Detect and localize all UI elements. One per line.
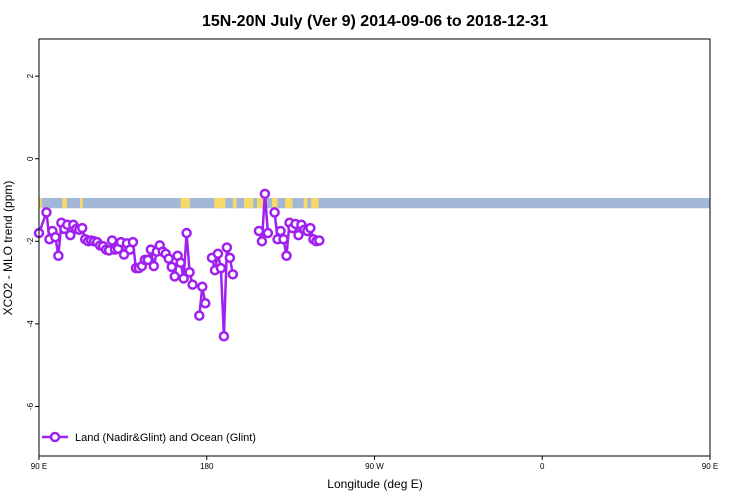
data-point (194, 310, 205, 321)
data-point (215, 262, 227, 274)
data-point (305, 222, 316, 234)
data-point (76, 222, 88, 234)
data-point (127, 236, 139, 248)
data-point (281, 250, 292, 262)
land-segment (311, 197, 319, 209)
data-point (278, 233, 289, 245)
series-layer (33, 188, 325, 342)
x-tick-label: 0 (540, 462, 545, 471)
data-point (197, 281, 208, 292)
land-segment (62, 197, 67, 209)
ocean-band (39, 197, 710, 209)
data-point (227, 269, 239, 280)
land-segment (244, 197, 254, 209)
y-tick-label: 2 (26, 73, 35, 78)
data-point (221, 242, 233, 253)
land-segment (80, 197, 83, 209)
data-point (224, 252, 236, 264)
x-tick-label: 90 E (702, 462, 718, 471)
data-point (166, 261, 177, 273)
data-point (184, 267, 195, 278)
land-segment (271, 197, 278, 209)
data-point (65, 229, 76, 241)
data-point (142, 254, 154, 266)
data-point (169, 271, 180, 282)
x-tick-label: 90 W (365, 462, 384, 471)
plot-frame (38, 38, 711, 457)
y-tick-label: -2 (26, 237, 35, 245)
y-tick-label: -6 (26, 402, 35, 410)
x-tick-label: 180 (200, 462, 214, 471)
data-point (259, 188, 271, 200)
data-point (41, 207, 52, 218)
y-tick-label: 0 (26, 156, 35, 161)
land-segment (303, 197, 308, 209)
data-point (178, 273, 189, 284)
data-point (212, 248, 224, 259)
data-point (262, 227, 274, 239)
data-point (314, 235, 325, 246)
data-point (53, 250, 64, 262)
data-point (218, 331, 230, 342)
y-axis: 2 0 -2 -4 -6 (26, 73, 39, 410)
x-axis: 90 E 180 90 W 0 90 E (31, 456, 718, 471)
y-tick-label: -4 (26, 320, 35, 328)
land-segment (285, 197, 293, 209)
data-point (200, 297, 211, 309)
land-segment (39, 197, 42, 209)
land-segment (214, 197, 226, 209)
legend-label: Land (Nadir&Glint) and Ocean (Glint) (75, 432, 256, 444)
data-point (181, 227, 192, 239)
data-point (50, 231, 61, 243)
land-segment (180, 197, 190, 209)
data-point (106, 235, 118, 246)
data-point (187, 279, 198, 290)
legend-marker (49, 431, 61, 443)
x-tick-label: 90 E (31, 462, 47, 471)
data-point (175, 257, 186, 269)
chart-title: 15N-20N July (Ver 9) 2014-09-06 to 2018-… (202, 13, 548, 30)
data-point (275, 225, 286, 237)
legend: Land (Nadir&Glint) and Ocean (Glint) (42, 431, 256, 444)
data-point (163, 253, 174, 264)
x-axis-label: Longitude (deg E) (327, 477, 422, 491)
land-segment (232, 197, 237, 209)
land-segment (257, 197, 265, 209)
y-axis-label: XCO2 - MLO trend (ppm) (1, 181, 15, 316)
data-point (256, 236, 268, 247)
data-point (148, 260, 160, 272)
data-point (253, 225, 265, 237)
data-point (269, 207, 280, 218)
land-ocean-band (39, 197, 710, 209)
